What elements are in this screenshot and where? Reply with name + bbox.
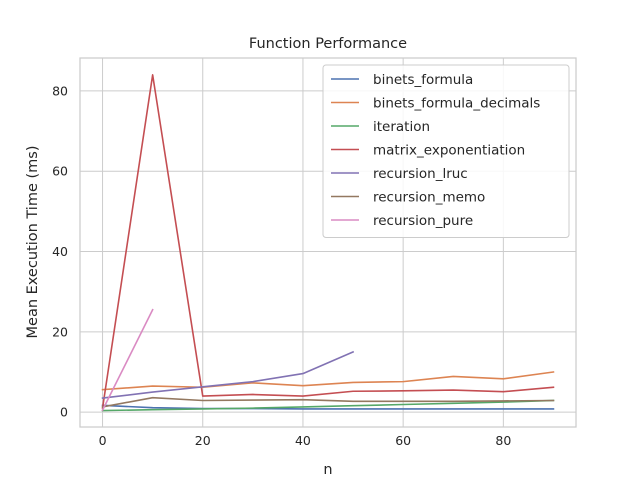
legend-box bbox=[322, 64, 570, 238]
plot-frame bbox=[79, 57, 577, 428]
y-axis-label: Mean Execution Time (ms) bbox=[25, 146, 41, 339]
x-tick-labels: 0 20 40 60 80 bbox=[99, 433, 512, 448]
series-line-binets-formula-decimals bbox=[101, 371, 555, 391]
legend-label-recursion-lruc: recursion_lruc bbox=[373, 166, 468, 182]
chart-title: Function Performance bbox=[249, 36, 407, 52]
legend-label-recursion-pure: recursion_pure bbox=[373, 213, 473, 229]
y-tick-label: 60 bbox=[52, 164, 68, 179]
series-line-recursion-lruc bbox=[101, 350, 355, 399]
legend-label-binets-formula: binets_formula bbox=[373, 72, 473, 88]
x-axis-label: n bbox=[323, 462, 332, 478]
series-line-recursion-pure bbox=[101, 308, 154, 412]
y-tick-label: 40 bbox=[52, 244, 68, 259]
x-tick-label: 20 bbox=[195, 433, 211, 448]
series-line-recursion-memo bbox=[101, 396, 555, 408]
series-lines bbox=[101, 74, 555, 412]
y-tick-label: 20 bbox=[52, 324, 68, 339]
series-line-binets-formula bbox=[101, 404, 555, 410]
y-tick-label: 0 bbox=[60, 405, 68, 420]
x-tick-label: 60 bbox=[395, 433, 411, 448]
y-tick-label: 80 bbox=[52, 83, 68, 98]
x-tick-label: 0 bbox=[99, 433, 107, 448]
series-line-matrix-exponentiation bbox=[101, 74, 555, 410]
x-tick-label: 40 bbox=[295, 433, 311, 448]
legend-label-iteration: iteration bbox=[373, 119, 430, 135]
x-tick-label: 80 bbox=[495, 433, 511, 448]
legend-label-recursion-memo: recursion_memo bbox=[373, 190, 485, 206]
legend-label-binets-formula-decimals: binets_formula_decimals bbox=[373, 96, 540, 112]
legend: binets_formula binets_formula_decimalsite… bbox=[322, 64, 570, 238]
y-tick-labels: 0 20 40 60 80 bbox=[52, 83, 68, 419]
series-line-iteration bbox=[101, 399, 555, 412]
legend-label-matrix-exponentiation: matrix_exponentiation bbox=[373, 143, 525, 159]
